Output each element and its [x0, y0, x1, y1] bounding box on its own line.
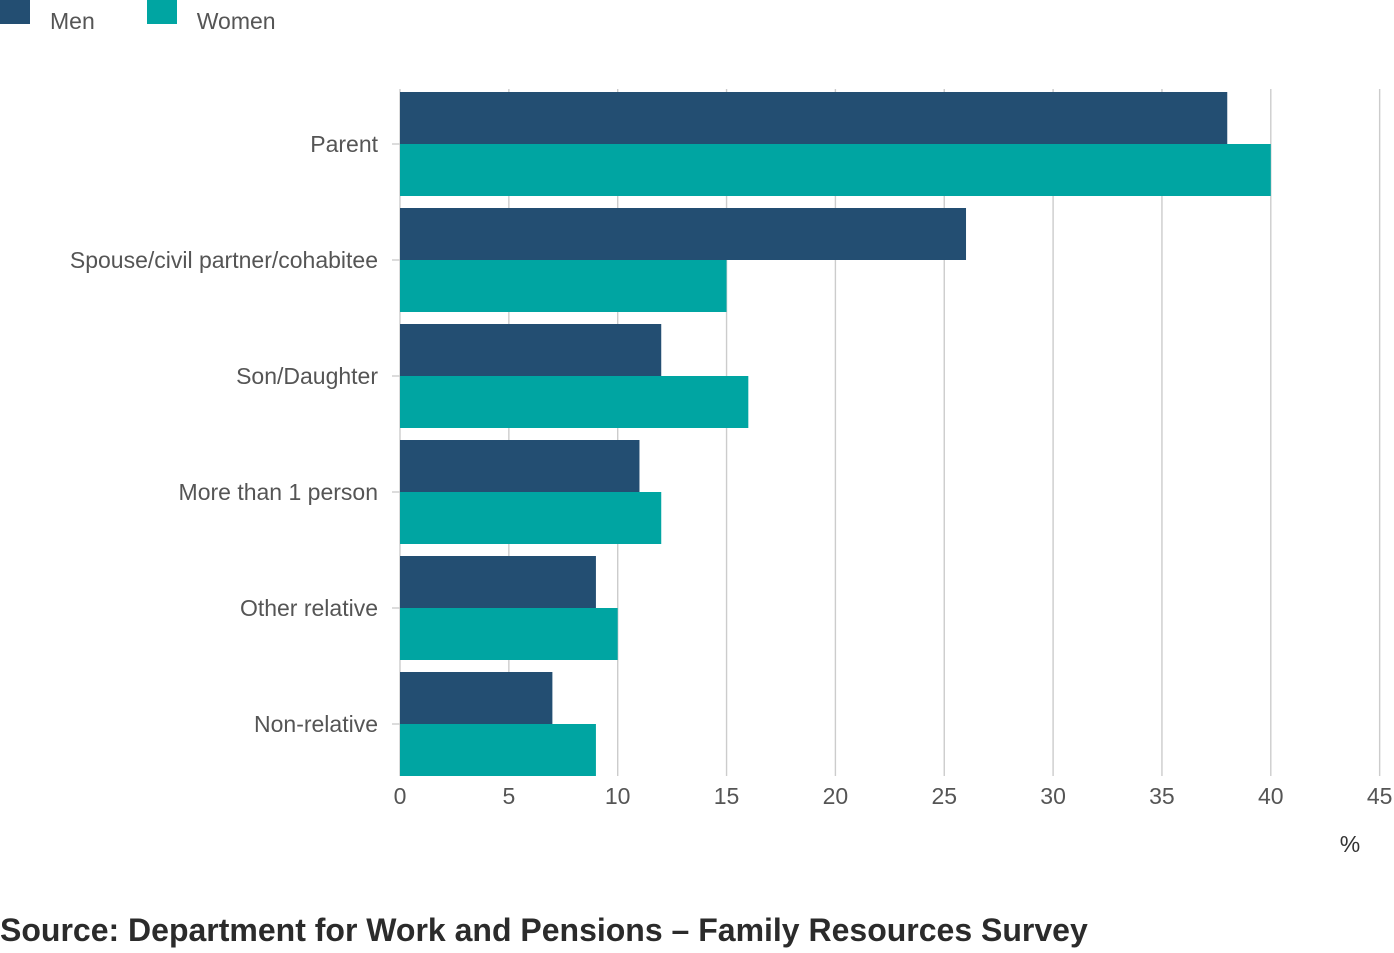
bar-chart-plot: Parent Spouse/civil partner/cohabitee Son/… [70, 89, 1393, 857]
x-tick-label: 45 [1367, 783, 1393, 809]
legend-label-women: Women [196, 7, 276, 34]
x-tick-label: 20 [823, 783, 849, 809]
bar-men [400, 672, 553, 724]
bar-men [400, 324, 662, 376]
legend-item-men: Men [0, 0, 95, 35]
y-tick-label: Parent [310, 131, 378, 157]
bar-men [400, 556, 596, 608]
y-tick-label: Son/Daughter [236, 363, 378, 389]
y-tick-label: Other relative [240, 595, 378, 621]
source-note: Source: Department for Work and Pensions… [0, 912, 1088, 948]
x-axis-label: % [1340, 831, 1360, 857]
bar-women [400, 376, 749, 428]
x-tick-label: 35 [1149, 783, 1175, 809]
bar-women [400, 492, 662, 544]
x-tick-label: 40 [1258, 783, 1284, 809]
bar-men [400, 92, 1228, 144]
bar-women [400, 724, 596, 776]
bar-women [400, 144, 1271, 196]
legend-swatch-women [146, 0, 177, 24]
x-tick-label: 5 [502, 783, 515, 809]
bar-men [400, 440, 640, 492]
x-tick-label: 10 [605, 783, 631, 809]
y-tick-label: Spouse/civil partner/cohabitee [70, 247, 378, 273]
legend: Men Women [0, 0, 328, 40]
bar-women [400, 608, 618, 660]
x-tick-label: 30 [1040, 783, 1066, 809]
legend-swatch-men [0, 0, 30, 24]
bar-men [400, 208, 967, 260]
legend-item-women: Women [146, 0, 276, 35]
x-tick-label: 0 [394, 783, 407, 809]
y-tick-label: Non-relative [254, 711, 378, 737]
x-tick-label: 25 [931, 783, 957, 809]
legend-label-men: Men [50, 7, 95, 34]
y-tick-label: More than 1 person [179, 479, 378, 505]
bar-women [400, 260, 727, 312]
x-tick-label: 15 [714, 783, 740, 809]
